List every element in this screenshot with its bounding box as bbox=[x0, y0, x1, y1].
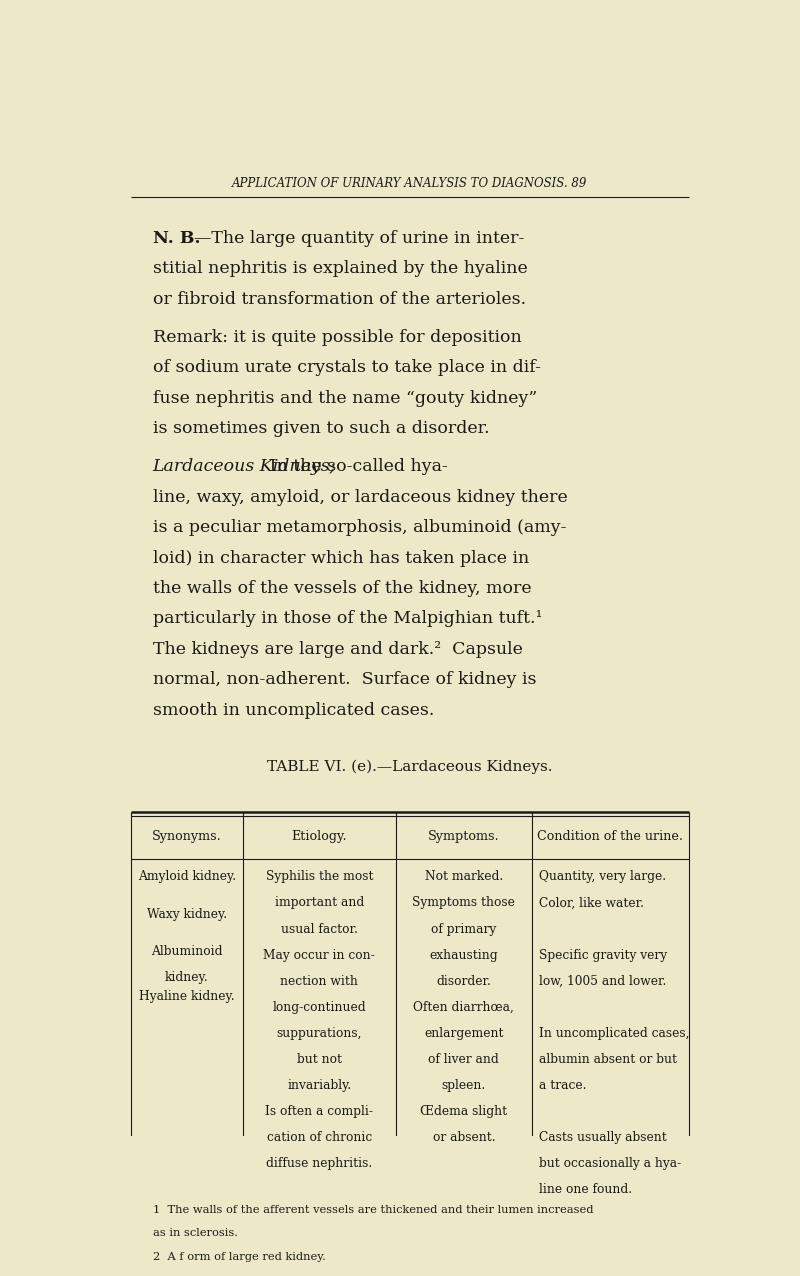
Text: Synonyms.: Synonyms. bbox=[152, 829, 222, 842]
Text: Not marked.: Not marked. bbox=[425, 870, 503, 883]
Text: enlargement: enlargement bbox=[424, 1027, 503, 1040]
Text: fuse nephritis and the name “gouty kidney”: fuse nephritis and the name “gouty kidne… bbox=[153, 389, 537, 407]
Text: 1  The walls of the afferent vessels are thickened and their lumen increased: 1 The walls of the afferent vessels are … bbox=[153, 1205, 594, 1215]
Text: Syphilis the most: Syphilis the most bbox=[266, 870, 373, 883]
Text: Remark: it is quite possible for deposition: Remark: it is quite possible for deposit… bbox=[153, 329, 522, 346]
Text: but not: but not bbox=[297, 1053, 342, 1065]
Text: line one found.: line one found. bbox=[539, 1183, 632, 1196]
Text: is sometimes given to such a disorder.: is sometimes given to such a disorder. bbox=[153, 420, 490, 438]
Text: invariably.: invariably. bbox=[287, 1078, 351, 1092]
Text: a trace.: a trace. bbox=[539, 1078, 586, 1092]
Text: Albuminoid: Albuminoid bbox=[151, 946, 222, 958]
Text: Casts usually absent: Casts usually absent bbox=[539, 1131, 667, 1143]
Text: In the so-called hya-: In the so-called hya- bbox=[264, 458, 448, 475]
Text: of liver and: of liver and bbox=[429, 1053, 499, 1065]
Text: or absent.: or absent. bbox=[433, 1131, 495, 1143]
Text: Color, like water.: Color, like water. bbox=[539, 897, 644, 910]
Text: Symptoms.: Symptoms. bbox=[428, 829, 500, 842]
Text: Symptoms those: Symptoms those bbox=[413, 897, 515, 910]
Text: Specific gravity very: Specific gravity very bbox=[539, 948, 667, 962]
Text: nection with: nection with bbox=[280, 975, 358, 988]
Text: Amyloid kidney.: Amyloid kidney. bbox=[138, 870, 236, 883]
Text: Often diarrhœa,: Often diarrhœa, bbox=[414, 1000, 514, 1013]
Text: Is often a compli-: Is often a compli- bbox=[266, 1105, 374, 1118]
Text: Lardaceous Kidneys;: Lardaceous Kidneys; bbox=[153, 458, 336, 475]
Text: but occasionally a hya-: but occasionally a hya- bbox=[539, 1157, 682, 1170]
Text: important and: important and bbox=[274, 897, 364, 910]
Text: smooth in uncomplicated cases.: smooth in uncomplicated cases. bbox=[153, 702, 434, 718]
Text: Etiology.: Etiology. bbox=[291, 829, 347, 842]
Text: particularly in those of the Malpighian tuft.¹: particularly in those of the Malpighian … bbox=[153, 610, 542, 628]
Text: cation of chronic: cation of chronic bbox=[266, 1131, 372, 1143]
Text: Hyaline kidney.: Hyaline kidney. bbox=[139, 990, 234, 1003]
Text: TABLE VI. (e).—Lardaceous Kidneys.: TABLE VI. (e).—Lardaceous Kidneys. bbox=[267, 759, 553, 775]
Text: diffuse nephritis.: diffuse nephritis. bbox=[266, 1157, 373, 1170]
Text: Quantity, very large.: Quantity, very large. bbox=[539, 870, 666, 883]
Text: long-continued: long-continued bbox=[273, 1000, 366, 1013]
Text: usual factor.: usual factor. bbox=[281, 923, 358, 935]
Text: low, 1005 and lower.: low, 1005 and lower. bbox=[539, 975, 666, 988]
Text: stitial nephritis is explained by the hyaline: stitial nephritis is explained by the hy… bbox=[153, 260, 527, 277]
Text: line, waxy, amyloid, or lardaceous kidney there: line, waxy, amyloid, or lardaceous kidne… bbox=[153, 489, 567, 505]
Text: of sodium urate crystals to take place in dif-: of sodium urate crystals to take place i… bbox=[153, 360, 541, 376]
Text: kidney.: kidney. bbox=[165, 971, 209, 984]
Text: In uncomplicated cases,: In uncomplicated cases, bbox=[539, 1027, 690, 1040]
Text: Condition of the urine.: Condition of the urine. bbox=[538, 829, 683, 842]
Text: May occur in con-: May occur in con- bbox=[263, 948, 375, 962]
Text: as in sclerosis.: as in sclerosis. bbox=[153, 1228, 238, 1238]
Text: —The large quantity of urine in inter-: —The large quantity of urine in inter- bbox=[194, 230, 524, 246]
Text: albumin absent or but: albumin absent or but bbox=[539, 1053, 677, 1065]
Text: of primary: of primary bbox=[431, 923, 497, 935]
Text: spleen.: spleen. bbox=[442, 1078, 486, 1092]
Text: Waxy kidney.: Waxy kidney. bbox=[146, 907, 227, 921]
Text: normal, non-adherent.  Surface of kidney is: normal, non-adherent. Surface of kidney … bbox=[153, 671, 536, 688]
Text: N. B.: N. B. bbox=[153, 230, 200, 246]
Text: The kidneys are large and dark.²  Capsule: The kidneys are large and dark.² Capsule bbox=[153, 641, 522, 658]
Text: disorder.: disorder. bbox=[437, 975, 491, 988]
Text: is a peculiar metamorphosis, albuminoid (amy-: is a peculiar metamorphosis, albuminoid … bbox=[153, 519, 566, 536]
Text: exhausting: exhausting bbox=[430, 948, 498, 962]
Text: APPLICATION OF URINARY ANALYSIS TO DIAGNOSIS. 89: APPLICATION OF URINARY ANALYSIS TO DIAGN… bbox=[232, 177, 588, 190]
Text: Œdema slight: Œdema slight bbox=[420, 1105, 507, 1118]
Text: suppurations,: suppurations, bbox=[277, 1027, 362, 1040]
Text: loid) in character which has taken place in: loid) in character which has taken place… bbox=[153, 550, 529, 567]
Text: 2  A f orm of large red kidney.: 2 A f orm of large red kidney. bbox=[153, 1252, 326, 1262]
Text: or fibroid transformation of the arterioles.: or fibroid transformation of the arterio… bbox=[153, 291, 526, 308]
Text: the walls of the vessels of the kidney, more: the walls of the vessels of the kidney, … bbox=[153, 581, 531, 597]
